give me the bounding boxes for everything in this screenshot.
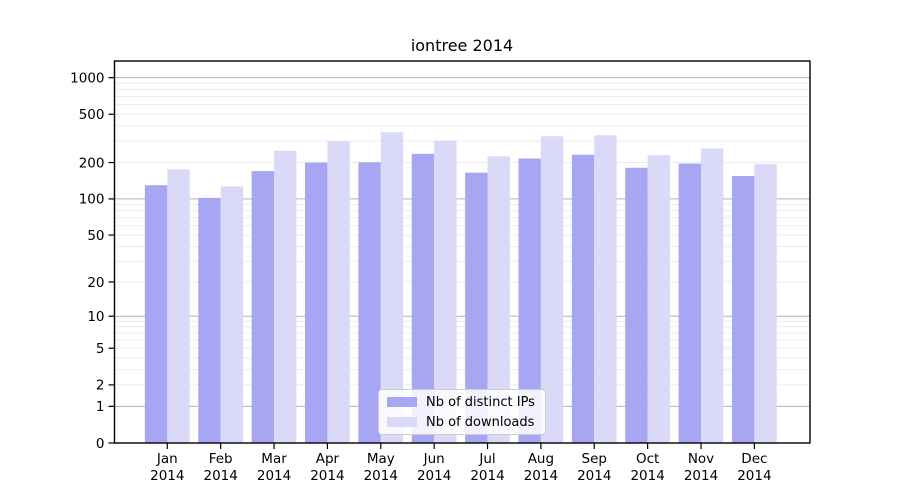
y-tick-label: 2 [96, 378, 105, 394]
x-tick-label-year: 2014 [310, 468, 344, 484]
x-tick-label-month: Aug [528, 451, 554, 467]
chart-title: iontree 2014 [410, 36, 514, 55]
x-tick-label-year: 2014 [417, 468, 451, 484]
x-tick-label-month: Nov [688, 451, 714, 467]
y-tick-label: 0 [96, 436, 105, 452]
bar-nov-distinct-ips [678, 163, 701, 443]
x-tick-label-year: 2014 [150, 468, 184, 484]
y-tick-label: 20 [87, 275, 104, 291]
bar-sep-distinct-ips [571, 154, 595, 443]
legend-label-downloads: Nb of downloads [426, 414, 535, 430]
bar-may-downloads [380, 132, 404, 443]
bar-jun-downloads [434, 140, 457, 443]
x-tick-label-month: Oct [636, 451, 659, 467]
x-tick-label-year: 2014 [524, 468, 558, 484]
x-tick-label-month: Dec [741, 451, 767, 467]
y-tick-label: 200 [79, 155, 105, 171]
x-tick-label-month: Jun [423, 451, 445, 467]
y-tick-label: 50 [87, 228, 104, 244]
bar-apr-downloads [327, 141, 350, 444]
bar-feb-downloads [220, 186, 244, 443]
x-tick-label-month: Feb [209, 451, 233, 467]
bar-jun-distinct-ips [411, 153, 435, 444]
bar-aug-distinct-ips [518, 158, 541, 443]
bar-dec-distinct-ips [731, 175, 755, 443]
bar-nov-downloads [701, 148, 724, 443]
legend-swatch-downloads [387, 417, 417, 427]
bar-oct-downloads [647, 155, 671, 444]
bar-oct-distinct-ips [625, 167, 648, 443]
legend: Nb of distinct IPs Nb of downloads [378, 389, 546, 435]
bar-jul-downloads [487, 156, 510, 443]
bar-jul-distinct-ips [465, 172, 488, 444]
bar-jan-distinct-ips [144, 185, 168, 443]
y-tick-label: 500 [79, 107, 105, 123]
x-tick-label-month: Jan [156, 451, 178, 467]
bar-aug-downloads [540, 136, 564, 443]
x-tick-label-year: 2014 [470, 468, 504, 484]
bar-jan-downloads [167, 169, 190, 443]
x-tick-label-year: 2014 [737, 468, 771, 484]
legend-item-downloads: Nb of downloads [387, 415, 545, 430]
y-tick-label: 1000 [70, 70, 104, 86]
y-tick-label: 10 [87, 309, 104, 325]
x-tick-label-year: 2014 [684, 468, 718, 484]
bar-may-distinct-ips [358, 162, 381, 443]
y-tick-label: 5 [96, 341, 105, 357]
bar-apr-distinct-ips [305, 162, 328, 443]
x-tick-label-year: 2014 [364, 468, 398, 484]
y-tick-label: 1 [96, 399, 105, 415]
x-tick-label-year: 2014 [257, 468, 291, 484]
legend-item-distinct-ips: Nb of distinct IPs [387, 395, 545, 410]
plot-border [113, 60, 811, 444]
bar-mar-downloads [274, 150, 297, 443]
legend-swatch-distinct-ips [387, 397, 417, 407]
x-tick-label-month: Apr [316, 451, 340, 467]
y-tick-label: 100 [79, 192, 105, 208]
x-tick-label-year: 2014 [630, 468, 664, 484]
bar-feb-distinct-ips [198, 197, 221, 443]
legend-label-distinct-ips: Nb of distinct IPs [426, 394, 535, 410]
x-tick-label-month: May [367, 451, 395, 467]
x-tick-label-month: Jul [478, 451, 495, 467]
bar-dec-downloads [754, 164, 777, 444]
bar-sep-downloads [594, 135, 617, 443]
x-tick-label-month: Mar [261, 451, 287, 467]
x-tick-label-month: Sep [582, 451, 607, 467]
x-tick-label-year: 2014 [577, 468, 611, 484]
x-tick-label-year: 2014 [203, 468, 237, 484]
bar-mar-distinct-ips [251, 171, 275, 443]
